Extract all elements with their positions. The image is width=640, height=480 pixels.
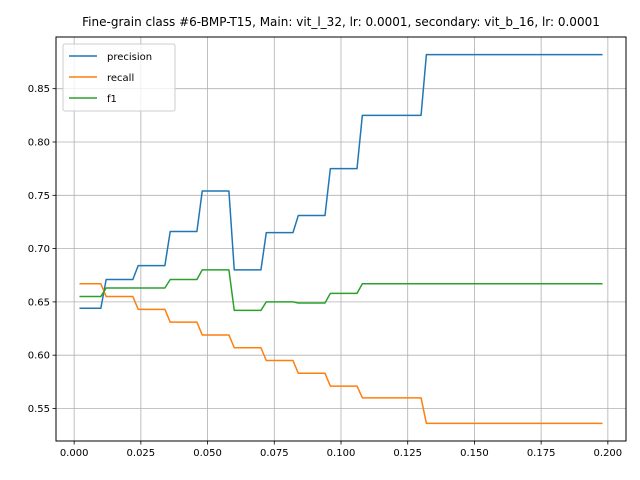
y-tick-label: 0.60 bbox=[28, 351, 50, 362]
x-tick-label: 0.200 bbox=[594, 448, 623, 459]
series-lines bbox=[79, 53, 603, 425]
y-tick-label: 0.75 bbox=[28, 191, 50, 202]
legend-box bbox=[62, 43, 176, 112]
x-tick-label: 0.050 bbox=[193, 448, 222, 459]
y-tick-label: 0.55 bbox=[28, 404, 50, 415]
axes: 0.000 0.025 0.050 0.075 0.100 0.125 0.150 0.175… bbox=[28, 84, 622, 459]
series-line-recall bbox=[79, 283, 603, 425]
legend-label-recall: recall bbox=[107, 73, 134, 84]
y-tick-label: 0.85 bbox=[28, 84, 50, 95]
legend: precision recall f1 bbox=[62, 43, 176, 112]
chart-title: Fine-grain class #6-BMP-T15, Main: vit_l… bbox=[82, 15, 600, 29]
x-tick-label: 0.150 bbox=[460, 448, 489, 459]
legend-label-precision: precision bbox=[107, 52, 152, 63]
y-tick-label: 0.70 bbox=[28, 244, 50, 255]
x-tick-label: 0.000 bbox=[60, 448, 89, 459]
x-tick-label: 0.025 bbox=[127, 448, 156, 459]
series-line-precision bbox=[79, 53, 603, 310]
x-tick-label: 0.125 bbox=[393, 448, 422, 459]
grid bbox=[56, 37, 626, 441]
y-tick-label: 0.80 bbox=[28, 137, 50, 148]
legend-label-f1: f1 bbox=[107, 94, 117, 105]
series-line-f1 bbox=[79, 269, 603, 312]
x-tick-label: 0.100 bbox=[327, 448, 356, 459]
y-tick-label: 0.65 bbox=[28, 297, 50, 308]
x-tick-label: 0.175 bbox=[527, 448, 556, 459]
x-tick-label: 0.075 bbox=[260, 448, 289, 459]
